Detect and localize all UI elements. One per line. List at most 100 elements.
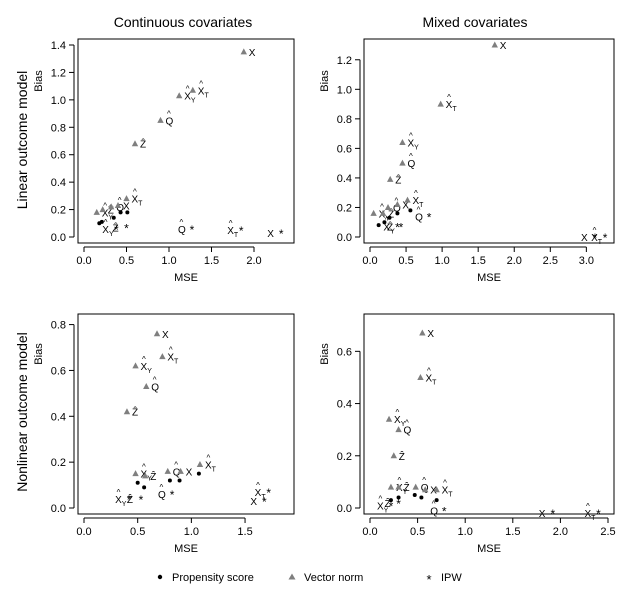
point-label: Q <box>393 203 401 214</box>
y-tick-label: 1.2 <box>51 67 66 79</box>
vector-norm-point <box>437 100 444 107</box>
x-tick-label: 1.0 <box>184 526 199 538</box>
propensity-score-point <box>167 478 172 483</box>
point-label: XT <box>591 233 603 246</box>
x-tick-label: 1.0 <box>458 526 473 538</box>
y-tick-label: 1.0 <box>337 84 352 96</box>
point-label: Ẑ <box>108 204 114 217</box>
y-axis-label: Bias <box>319 343 331 365</box>
point-label-hat: ^ <box>206 453 210 462</box>
point-label: Q <box>430 507 438 518</box>
legend-propensity-marker <box>157 574 163 580</box>
legend-vector-marker <box>288 573 296 580</box>
propensity-score-point <box>382 220 387 225</box>
x-axis-label: MSE <box>174 543 198 555</box>
point-label: XT <box>425 373 437 386</box>
point-label-hat: ^ <box>118 196 122 205</box>
ipw-point: * <box>396 497 401 511</box>
point-label: X <box>539 509 546 520</box>
x-axis-label: MSE <box>477 272 501 284</box>
point-label-hat: ^ <box>142 463 146 472</box>
legend-propensity-label: Propensity score <box>172 572 254 584</box>
y-tick-label: 0.4 <box>51 177 66 189</box>
point-label: Ẑ <box>132 406 138 419</box>
y-tick-label: 1.4 <box>51 40 66 52</box>
column-title-mixed: Mixed covariates <box>422 14 527 30</box>
point-label-hat: ^ <box>199 79 203 88</box>
point-label: XT <box>442 486 454 499</box>
legend: Propensity score Vector norm * IPW <box>157 572 462 587</box>
point-label: Ẑ <box>388 207 394 220</box>
point-label: XT <box>413 196 425 209</box>
point-label: XT <box>205 460 217 473</box>
y-axis-label: Bias <box>33 343 45 365</box>
vector-norm-point <box>395 483 402 490</box>
vector-norm-point <box>240 48 247 55</box>
y-tick-label: 0.6 <box>51 150 66 162</box>
propensity-score-point <box>388 498 393 503</box>
plot-frame <box>363 38 615 244</box>
point-label: Ẑ <box>140 138 146 151</box>
point-label-hat: ^ <box>414 189 418 198</box>
vector-norm-point <box>132 470 139 477</box>
point-label: Ẑ <box>127 493 133 506</box>
point-label-hat: ^ <box>103 201 107 210</box>
vector-norm-point <box>395 426 402 433</box>
ipw-point: * <box>266 486 271 500</box>
panel-2: 0.0 0.5 1.0 1.5 2.0 2.5 3.0 0.0 0.2 0.4 0.6 0.8 1.0 1… <box>319 38 615 284</box>
vector-norm-point <box>399 159 406 166</box>
point-label: Q <box>151 382 159 393</box>
propensity-score-point <box>111 215 116 220</box>
point-label-hat: ^ <box>405 419 409 428</box>
vector-norm-point <box>404 196 411 203</box>
point-label-hat: ^ <box>395 196 399 205</box>
point-label: Ẑ <box>387 221 393 234</box>
x-tick-label: 0.5 <box>410 526 425 538</box>
point-label-hat: ^ <box>186 85 190 94</box>
point-label-hat: ^ <box>409 152 413 161</box>
y-tick-label: 0.0 <box>337 232 352 244</box>
vector-norm-point <box>387 483 395 490</box>
propensity-score-point <box>135 480 140 485</box>
x-tick-label: 1.5 <box>204 255 219 267</box>
propensity-score-point <box>125 210 130 215</box>
point-label-hat: ^ <box>396 408 400 417</box>
y-tick-label: 0.4 <box>51 411 66 423</box>
point-label: Ẑ <box>395 173 401 186</box>
point-label: XY <box>184 92 196 105</box>
point-label: XY <box>115 495 127 508</box>
ipw-point: * <box>395 221 400 235</box>
propensity-score-point <box>395 211 400 216</box>
point-label: X <box>427 329 434 340</box>
vector-norm-point <box>386 175 394 182</box>
x-axis-label: MSE <box>477 543 501 555</box>
point-label: X <box>402 201 409 212</box>
ipw-point: * <box>190 223 195 237</box>
ipw-point: * <box>124 221 129 235</box>
point-label: XT <box>167 353 179 366</box>
point-label: Ẑ <box>385 497 391 510</box>
ipw-point: * <box>389 499 394 513</box>
x-tick-label: 3.0 <box>579 255 594 267</box>
vector-norm-point <box>157 116 164 123</box>
x-tick-label: 0.0 <box>76 526 91 538</box>
ipw-point: * <box>603 231 608 245</box>
x-tick-label: 1.0 <box>161 255 176 267</box>
propensity-score-point <box>118 210 123 215</box>
propensity-score-point <box>408 208 413 213</box>
vector-norm-point <box>176 92 183 99</box>
vector-norm-point <box>114 201 122 208</box>
point-label: Q <box>415 212 423 223</box>
y-tick-label: 1.0 <box>51 95 66 107</box>
point-label: Q <box>178 225 186 236</box>
point-label: Q <box>173 467 181 478</box>
propensity-score-point <box>376 223 381 228</box>
point-label-hat: ^ <box>104 218 108 227</box>
ipw-point: * <box>139 493 144 507</box>
y-tick-label: 0.8 <box>337 114 352 126</box>
point-label-hat: ^ <box>586 502 590 511</box>
point-label: Q <box>116 203 124 214</box>
legend-vector-label: Vector norm <box>304 572 363 584</box>
row-title-linear: Linear outcome model <box>14 71 30 210</box>
